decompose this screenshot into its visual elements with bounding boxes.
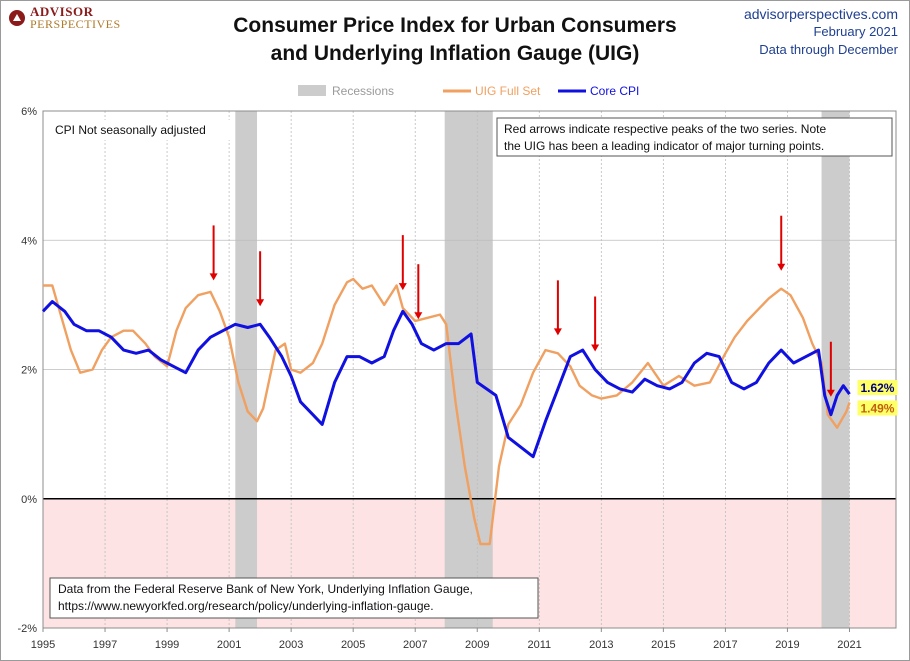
end-label-bg-0 [857, 380, 898, 396]
peak-arrow-4 [553, 280, 562, 336]
cpi-note: CPI Not seasonally adjusted [55, 123, 206, 137]
chart-title-line2: and Underlying Inflation Gauge (UIG) [270, 42, 640, 65]
x-tick-label-12: 2019 [775, 639, 799, 651]
end-label-1: 1.49% [860, 401, 894, 415]
source-note-line-0: Data from the Federal Reserve Bank of Ne… [58, 582, 473, 596]
source-site: advisorperspectives.com [743, 6, 898, 22]
legend-label-core-cpi: Core CPI [590, 84, 639, 98]
chart-title-line1: Consumer Price Index for Urban Consumers [233, 14, 677, 37]
peak-arrow-2 [398, 235, 407, 291]
arrows-note-line-1: the UIG has been a leading indicator of … [504, 139, 824, 153]
y-tick-label-3: 4% [21, 235, 37, 247]
x-tick-label-0: 1995 [31, 639, 55, 651]
logo: ADVISOR PERSPECTIVES [8, 4, 121, 31]
end-label-0: 1.62% [860, 381, 894, 395]
source-block: advisorperspectives.com February 2021 Da… [744, 5, 898, 59]
source-note-box [49, 577, 539, 619]
series-line-uig [43, 277, 851, 546]
peak-arrow-7 [826, 341, 835, 397]
end-label-bg-1 [857, 400, 898, 416]
plot-border [42, 110, 897, 629]
source-note-line-1: https://www.newyorkfed.org/research/poli… [58, 599, 434, 613]
legend-label-recessions: Recessions [332, 84, 394, 98]
series-line-core-cpi [41, 300, 851, 459]
x-tick-label-5: 2005 [341, 639, 365, 651]
y-tick-label-4: 6% [21, 106, 37, 118]
peak-arrow-6 [777, 215, 786, 271]
arrows-note-box [496, 117, 893, 157]
cpi-note-bg [50, 120, 230, 140]
logo-line2: PERSPECTIVES [30, 17, 121, 31]
x-tick-label-11: 2017 [713, 639, 737, 651]
publish-date: February 2021 [813, 24, 898, 39]
y-tick-label-2: 2% [21, 365, 37, 377]
arrows-note-line-0: Red arrows indicate respective peaks of … [504, 122, 826, 136]
logo-line1: ADVISOR [30, 4, 94, 19]
x-tick-label-3: 2001 [217, 639, 241, 651]
x-tick-label-2: 1999 [155, 639, 179, 651]
x-tick-label-10: 2015 [651, 639, 675, 651]
peak-arrow-0 [209, 225, 218, 281]
x-tick-label-4: 2003 [279, 639, 303, 651]
peak-arrow-5 [591, 296, 600, 352]
x-tick-label-7: 2009 [465, 639, 489, 651]
x-tick-label-8: 2011 [527, 639, 551, 651]
data-through: Data through December [759, 42, 898, 57]
logo-mark-icon [9, 10, 25, 26]
chart-title: Consumer Price Index for Urban Consumers… [150, 12, 760, 68]
y-tick-label-1: 0% [21, 494, 37, 506]
peak-arrow-1 [256, 251, 265, 307]
x-tick-label-6: 2007 [403, 639, 427, 651]
legend-swatch-recessions [298, 85, 326, 96]
x-tick-label-13: 2021 [837, 639, 861, 651]
peak-arrow-3 [414, 264, 423, 320]
y-tick-label-0: -2% [17, 623, 37, 635]
x-tick-label-1: 1997 [93, 639, 117, 651]
legend-label-uig: UIG Full Set [475, 84, 541, 98]
x-tick-label-9: 2013 [589, 639, 613, 651]
